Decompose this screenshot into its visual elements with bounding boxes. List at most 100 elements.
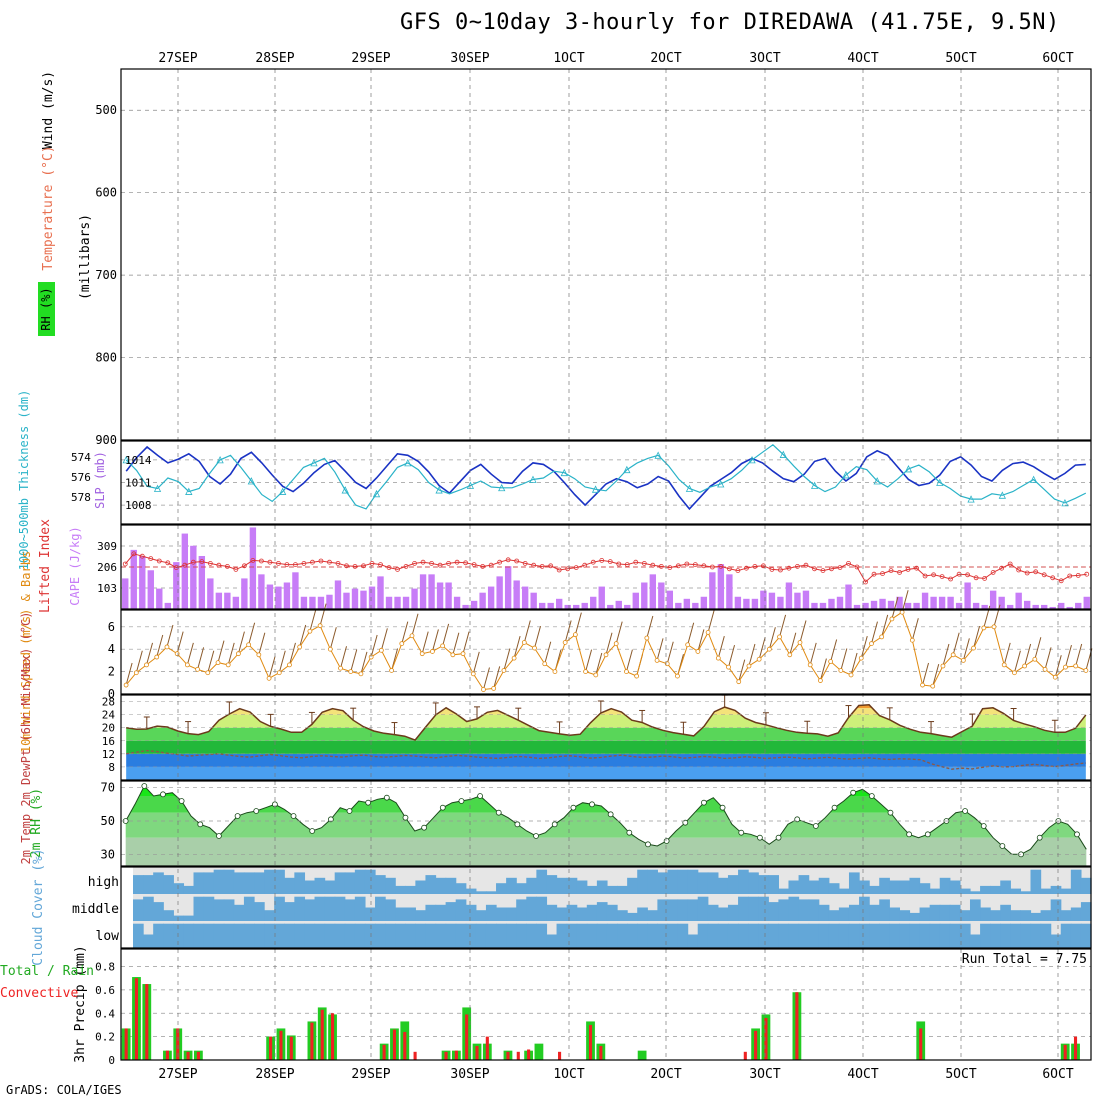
cape-bar — [1032, 604, 1039, 609]
cape-bar — [870, 600, 878, 609]
cloud-bar — [193, 872, 205, 894]
cloud-bar — [415, 910, 427, 921]
cape-bar — [1066, 606, 1073, 609]
cape-bar — [436, 582, 444, 609]
cape-bar — [700, 596, 708, 609]
lifted-index-point — [412, 561, 417, 566]
cloud-bar — [465, 904, 477, 921]
lifted-index-point — [743, 565, 749, 571]
cape-bar — [309, 596, 316, 609]
wind-speed-point — [154, 654, 160, 660]
axis-labels: 5006007008009001008101110145785765741032… — [0, 51, 1087, 1082]
rh-point — [719, 804, 726, 811]
lifted-index-point — [224, 564, 230, 569]
wind-barb — [922, 662, 930, 686]
cloud-bar — [828, 883, 840, 894]
cloud-bar — [1070, 869, 1082, 894]
rh-point — [1074, 831, 1080, 838]
cloud-bar — [949, 923, 961, 948]
cape-bar — [641, 582, 648, 609]
cloud-bar — [213, 869, 225, 894]
wind-speed-point — [909, 637, 915, 643]
cape-bar — [317, 596, 325, 609]
cloud-bar — [657, 872, 669, 894]
lifted-index-point — [888, 568, 894, 573]
cloud-bar — [405, 885, 416, 894]
cloud-bar — [566, 923, 578, 948]
cloud-bar — [949, 880, 961, 894]
cloud-bar — [647, 869, 658, 894]
rh-point — [178, 798, 185, 804]
wind-tick-label: 4 — [108, 642, 115, 656]
lifted-index-point — [139, 553, 145, 559]
thickness-point — [122, 455, 130, 464]
lifted-index-point — [701, 563, 707, 569]
cape-bar — [819, 602, 827, 609]
date-label-bottom: 30SEP — [450, 1067, 489, 1082]
wind-speed-point — [256, 652, 262, 658]
cloud-bar — [133, 899, 144, 921]
cape-bar — [462, 604, 469, 609]
cloud-bar — [1050, 899, 1062, 921]
precip-convective-bar — [186, 1051, 190, 1060]
rh-point — [402, 814, 409, 821]
precip-convective-bar — [558, 1051, 562, 1060]
cloud-bar — [647, 910, 658, 921]
rh-point — [477, 793, 483, 799]
wind-speed-point — [981, 625, 987, 631]
cape-bar — [283, 582, 291, 609]
wind-speed-point — [695, 649, 701, 654]
cloud-bar — [778, 923, 790, 948]
rh-point — [309, 828, 316, 834]
wind-speed-point — [1083, 668, 1089, 673]
precip-convective-bar — [165, 1050, 169, 1060]
cloud-axis-label: Cloud Cover (%) — [31, 848, 46, 965]
rh-point — [514, 821, 521, 828]
lifted-index-point — [437, 562, 443, 568]
cape-bar — [1023, 600, 1031, 609]
cloud-bar — [778, 888, 790, 894]
cloud-bar — [163, 875, 174, 894]
cloud-bar — [425, 875, 437, 894]
wind-speed-point — [133, 670, 139, 676]
lifted-index-point — [667, 565, 673, 570]
cloud-bar — [223, 869, 235, 894]
cloud-bar — [808, 880, 820, 894]
cloud-bar — [344, 923, 356, 948]
wind-speed-point — [297, 644, 303, 650]
temp-axis-label: 2m Temp 2m DewPt (6hr Min/Max) (°C) — [19, 612, 33, 865]
thickness-tick-label: 574 — [71, 451, 91, 464]
cloud-bar — [848, 904, 860, 921]
cape-bar — [266, 584, 274, 609]
lifted-index-point — [505, 557, 511, 563]
cloud-bar — [768, 875, 779, 894]
cape-bar — [1006, 604, 1014, 609]
panel-frame — [120, 694, 1092, 781]
cloud-bar — [617, 885, 628, 894]
cloud-bar — [133, 923, 144, 948]
thickness-point — [685, 484, 694, 492]
wind-barb — [564, 620, 572, 643]
wind-speed-point — [1022, 663, 1028, 669]
thickness-point — [404, 458, 412, 467]
precip-convective-bar — [413, 1051, 417, 1060]
wind-speed-point — [491, 686, 497, 691]
temp-band — [126, 766, 1086, 780]
cloud-bar — [203, 923, 215, 948]
ytick-label: 900 — [95, 433, 117, 447]
wind-barb — [768, 627, 776, 650]
precip-convective-bar — [919, 1028, 923, 1060]
cape-bar — [258, 574, 265, 609]
slp-tick-label: 1014 — [125, 454, 152, 467]
cloud-bar — [375, 896, 386, 921]
cloud-bar — [748, 872, 759, 894]
lifted-index-point — [216, 562, 222, 568]
wind-barb — [1054, 655, 1062, 678]
wind-barb — [574, 612, 582, 635]
cloud-bar — [788, 923, 800, 948]
thickness-point — [936, 478, 944, 486]
wind-axis-label: 10m Wind Speed (m/s) & Barbs — [19, 551, 33, 753]
cloud-bar — [929, 904, 941, 921]
lifted-index-point — [310, 559, 315, 565]
cape-bar — [632, 592, 639, 609]
